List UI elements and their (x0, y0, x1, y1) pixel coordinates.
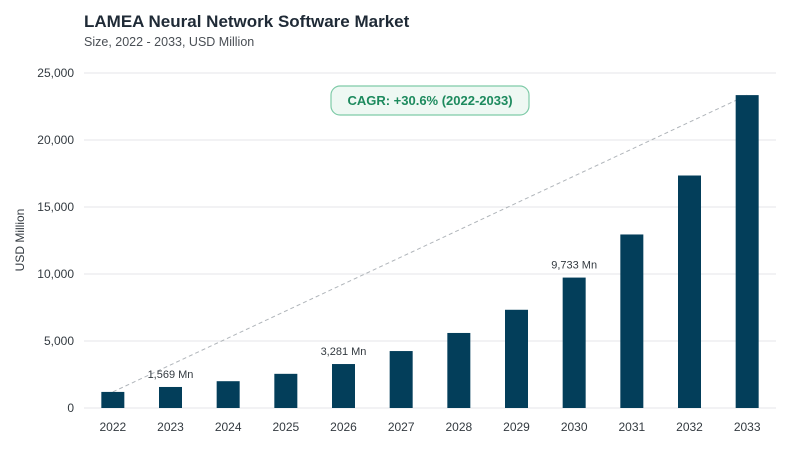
bars (101, 95, 759, 409)
bar (562, 277, 586, 408)
y-tick-label: 20,000 (37, 133, 74, 147)
data-label: 9,733 Mn (551, 260, 597, 272)
x-tick-label: 2027 (388, 420, 415, 434)
y-tick-label: 0 (67, 401, 74, 415)
y-tick-label: 10,000 (37, 267, 74, 281)
trend-line (112, 94, 748, 393)
x-tick-label: 2029 (503, 420, 530, 434)
cagr-annotation: CAGR: +30.6% (2022-2033) (347, 93, 512, 108)
bar (447, 332, 471, 408)
data-labels: 1,569 Mn 3,281 Mn 9,733 Mn (148, 260, 598, 381)
bar (505, 309, 528, 408)
data-label: 3,281 Mn (321, 346, 367, 358)
x-tick-label: 2032 (676, 420, 703, 434)
chart-subtitle: Size, 2022 - 2033, USD Million (84, 35, 255, 49)
gridlines (84, 72, 776, 409)
bar (332, 364, 355, 408)
x-tick-label: 2033 (734, 420, 761, 434)
bar (389, 351, 413, 408)
x-tick-label: 2031 (618, 420, 645, 434)
cagr-trend-line (112, 94, 748, 393)
cagr-badge: CAGR: +30.6% (2022-2033) (330, 85, 530, 116)
y-tick-label: 25,000 (37, 66, 74, 80)
y-tick-label: 15,000 (37, 200, 74, 214)
x-tick-label: 2023 (157, 420, 184, 434)
bar (620, 234, 644, 408)
x-tick-label: 2025 (272, 420, 299, 434)
y-tick-label: 5,000 (44, 334, 74, 348)
x-axis-ticks: 2022 2023 2024 2025 2026 2027 2028 2029 2030 2031… (99, 420, 760, 434)
x-tick-label: 2028 (445, 420, 472, 434)
y-axis-ticks: 0 5,000 10,000 15,000 20,000 25,000 (37, 66, 74, 415)
chart-title: LAMEA Neural Network Software Market (84, 12, 410, 31)
x-tick-label: 2026 (330, 420, 357, 434)
data-label: 1,569 Mn (148, 369, 194, 381)
y-axis-label: USD Million (13, 209, 27, 272)
cagr-badge-box (330, 85, 530, 116)
bar (735, 95, 759, 409)
bar (274, 373, 298, 408)
x-tick-label: 2022 (99, 420, 126, 434)
x-tick-label: 2030 (561, 420, 588, 434)
x-tick-label: 2024 (215, 420, 242, 434)
bar (678, 175, 701, 408)
bar (101, 391, 125, 408)
bar (159, 386, 182, 408)
bar (216, 381, 240, 408)
